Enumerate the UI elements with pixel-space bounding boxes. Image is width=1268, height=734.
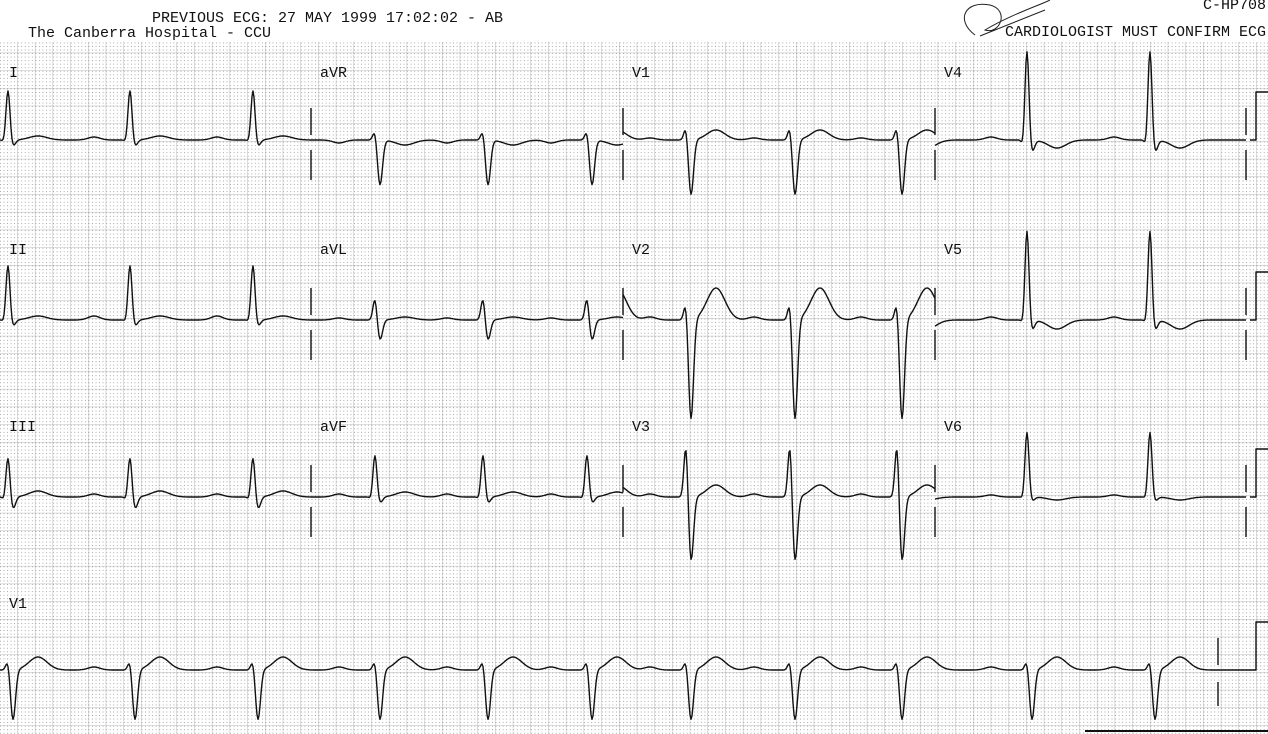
ecg-trace [311, 455, 624, 503]
calibration [1217, 621, 1268, 706]
code: C-HP708 [1203, 0, 1266, 14]
hospital: The Canberra Hospital - CCU [28, 25, 271, 42]
signature [963, 0, 1051, 37]
notice: CARDIOLOGIST MUST CONFIRM ECG [1005, 24, 1266, 41]
lead-label: aVF [320, 419, 347, 436]
lead-label: aVR [320, 65, 347, 82]
lead-label: aVL [320, 242, 347, 259]
ecg-trace [311, 133, 624, 186]
ecg-trace [622, 129, 936, 195]
lead-label: V2 [632, 242, 650, 259]
ecg-trace [0, 90, 311, 146]
grid-major [0, 42, 1268, 734]
calibration [1245, 271, 1268, 360]
ecg-trace [0, 265, 311, 326]
ecg-trace [622, 287, 936, 420]
ecg-trace [934, 431, 1246, 501]
lead-label: V6 [944, 419, 962, 436]
lead-label: V1 [9, 596, 27, 613]
ecg-trace [0, 458, 312, 509]
lead-label: I [9, 65, 18, 82]
lead-label: III [9, 419, 36, 436]
calibration [1245, 448, 1268, 537]
lead-label: II [9, 242, 27, 259]
lead-label: V5 [944, 242, 962, 259]
lead-label: V4 [944, 65, 962, 82]
lead-label: V3 [632, 419, 650, 436]
ecg-trace [0, 656, 1250, 720]
ecg-trace [311, 300, 624, 340]
lead-label: V1 [632, 65, 650, 82]
ecg-trace [934, 230, 1246, 330]
calibration [1245, 91, 1268, 180]
ecg-trace [622, 450, 936, 560]
previous-ecg: PREVIOUS ECG: 27 MAY 1999 17:02:02 - AB [152, 10, 503, 27]
ecg-trace [934, 51, 1246, 151]
